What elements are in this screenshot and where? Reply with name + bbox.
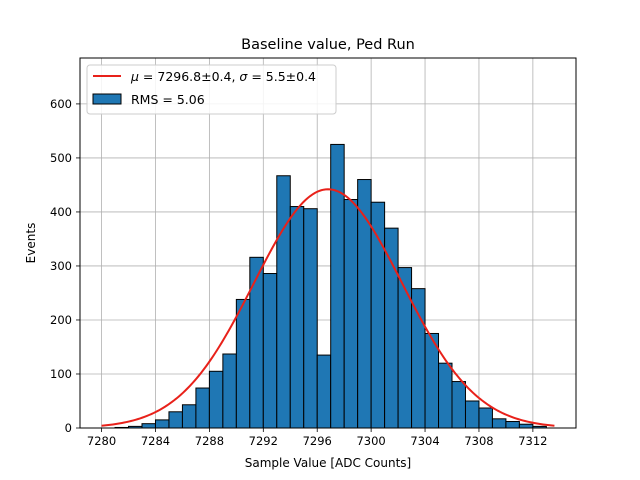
legend-hist-label: RMS = 5.06 [131, 92, 205, 107]
histogram-bar [330, 143, 345, 429]
y-tick-label: 200 [50, 313, 72, 327]
histogram-bar [141, 423, 156, 429]
y-axis-ticks: 0 100 200 300 400 500 600 [50, 97, 80, 435]
histogram-bar [276, 175, 291, 429]
y-tick-label: 0 [65, 421, 72, 435]
histogram-bar [438, 362, 453, 429]
y-tick-label: 500 [50, 151, 72, 165]
histogram-bar [505, 421, 520, 429]
histogram-bar [235, 298, 251, 429]
plot-frame [79, 57, 577, 429]
histogram-bar [518, 423, 534, 429]
histogram-bar [154, 419, 170, 429]
histogram-bar [384, 227, 399, 429]
histogram-bar [195, 387, 210, 429]
x-tick-label: 7284 [141, 434, 170, 448]
histogram-bar [397, 267, 413, 429]
y-axis-label: Events [24, 223, 38, 264]
x-tick-label: 7280 [87, 434, 116, 448]
histogram-bar [478, 407, 493, 429]
x-tick-label: 7312 [518, 434, 547, 448]
y-tick-label: 300 [50, 259, 72, 273]
x-axis-label: Sample Value [ADC Counts] [245, 456, 411, 470]
histogram-bar [249, 256, 264, 429]
histogram-bar [303, 208, 318, 429]
legend: μ = 7296.8±0.4, σ = 5.5±0.4 RMS = 5.06 [86, 64, 337, 115]
y-tick-label: 100 [50, 367, 72, 381]
x-tick-label: 7296 [303, 434, 332, 448]
histogram-bar [208, 370, 224, 429]
histogram-bar [181, 404, 197, 429]
histogram-bar [491, 418, 507, 429]
histogram-bar [411, 288, 426, 429]
y-tick-label: 600 [50, 97, 72, 111]
histogram-bar [289, 206, 305, 429]
histogram-bar [451, 381, 466, 429]
histogram-bar [316, 354, 332, 429]
gaussian-fit-curve [101, 188, 555, 427]
x-tick-label: 7288 [195, 434, 224, 448]
x-tick-label: 7308 [464, 434, 493, 448]
histogram-bars [114, 143, 547, 429]
histogram-bar [464, 400, 480, 429]
x-tick-label: 7300 [356, 434, 385, 448]
histogram-bar [222, 353, 237, 429]
x-tick-label: 7304 [410, 434, 439, 448]
histogram-bar [262, 273, 278, 429]
x-axis-ticks: 7280 7284 7288 7292 7296 7300 7304 7308 7312 [87, 428, 548, 448]
chart-title: Baseline value, Ped Run [241, 37, 415, 53]
y-tick-label: 400 [50, 205, 72, 219]
legend-fit-label: μ = 7296.8±0.4, σ = 5.5±0.4 [130, 69, 316, 84]
legend-bar-swatch [92, 93, 122, 105]
histogram-bar [343, 199, 359, 429]
histogram-bar [168, 411, 183, 429]
x-tick-label: 7292 [249, 434, 278, 448]
legend-box [86, 64, 337, 115]
